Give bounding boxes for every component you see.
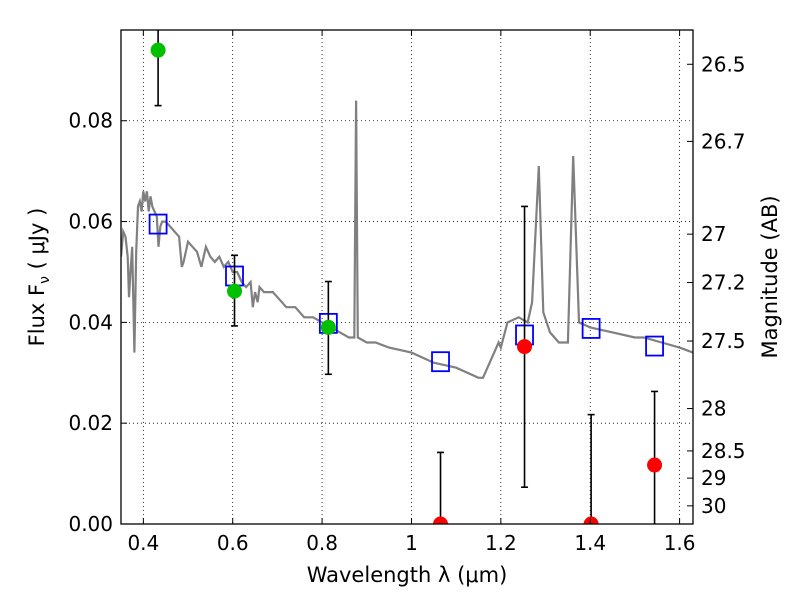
y-tick-label: 0.08 bbox=[68, 109, 113, 133]
model-photometry-square bbox=[581, 318, 601, 339]
y-tick-label: 0.04 bbox=[68, 310, 113, 334]
model-photometry-square bbox=[645, 335, 664, 357]
x-tick-label: 1.6 bbox=[664, 531, 696, 555]
plot-area bbox=[121, 30, 693, 524]
non-detection-point bbox=[647, 457, 663, 473]
y2-axis-label: Magnitude (AB) bbox=[758, 195, 782, 358]
y-tick-label: 0.00 bbox=[68, 512, 113, 536]
x-tick-label: 0.4 bbox=[127, 531, 159, 555]
model-spectrum-line bbox=[121, 100, 693, 379]
y2-tick-label: 26.5 bbox=[701, 52, 746, 76]
y2-tick-label: 26.7 bbox=[701, 129, 746, 153]
y2-tick-label: 30 bbox=[701, 494, 726, 518]
non-detection-point bbox=[433, 516, 449, 524]
x-axis-label: Wavelength λ (μm) bbox=[307, 563, 508, 587]
detection-point bbox=[320, 319, 336, 335]
x-tick-label: 0.8 bbox=[306, 531, 338, 555]
x-tick-label: 1.2 bbox=[485, 531, 517, 555]
y2-tick-label: 29 bbox=[701, 466, 726, 490]
x-tick-label: 0.6 bbox=[217, 531, 249, 555]
x-tick-label: 1.4 bbox=[574, 531, 606, 555]
y-tick-label: 0.02 bbox=[68, 411, 113, 435]
non-detection-point bbox=[517, 339, 533, 355]
y-axis-label: Flux Fν ( μJy ) bbox=[25, 208, 53, 347]
detection-point bbox=[227, 283, 243, 299]
y2-tick-label: 27.2 bbox=[701, 271, 746, 295]
y2-tick-label: 27.5 bbox=[701, 329, 746, 353]
detection-point bbox=[150, 42, 166, 58]
y2-tick-label: 27 bbox=[701, 222, 726, 246]
x-tick-label: 1 bbox=[405, 531, 418, 555]
y-tick-label: 0.06 bbox=[68, 210, 113, 234]
non-detection-point bbox=[583, 516, 599, 524]
y2-tick-label: 28.5 bbox=[701, 439, 746, 463]
plot-frame bbox=[120, 29, 694, 525]
model-photometry-square bbox=[431, 351, 450, 373]
y2-tick-label: 28 bbox=[701, 397, 726, 421]
grid-lines bbox=[121, 30, 693, 525]
axes: 0.4 0.6 0.8 1 1.2 1.4 1.6 0.00 0.02 0.04 0.06 0.08 2… bbox=[68, 30, 746, 555]
model-photometry-square bbox=[148, 213, 168, 235]
